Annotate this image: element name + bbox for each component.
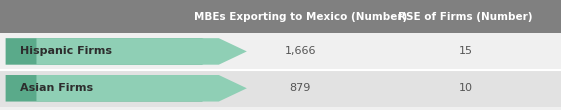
FancyBboxPatch shape (0, 0, 561, 33)
Text: RSE of Firms (Number): RSE of Firms (Number) (398, 12, 533, 21)
Polygon shape (6, 38, 230, 65)
FancyBboxPatch shape (0, 33, 561, 70)
Text: 10: 10 (459, 83, 472, 93)
Text: 879: 879 (289, 83, 311, 93)
Polygon shape (36, 38, 247, 65)
Text: MBEs Exporting to Mexico (Number): MBEs Exporting to Mexico (Number) (194, 12, 407, 21)
Text: Hispanic Firms: Hispanic Firms (20, 46, 112, 56)
Text: 15: 15 (459, 46, 472, 56)
Polygon shape (6, 75, 230, 102)
Text: 1,666: 1,666 (284, 46, 316, 56)
FancyBboxPatch shape (0, 70, 561, 107)
Text: Asian Firms: Asian Firms (20, 83, 93, 93)
Polygon shape (36, 75, 247, 102)
